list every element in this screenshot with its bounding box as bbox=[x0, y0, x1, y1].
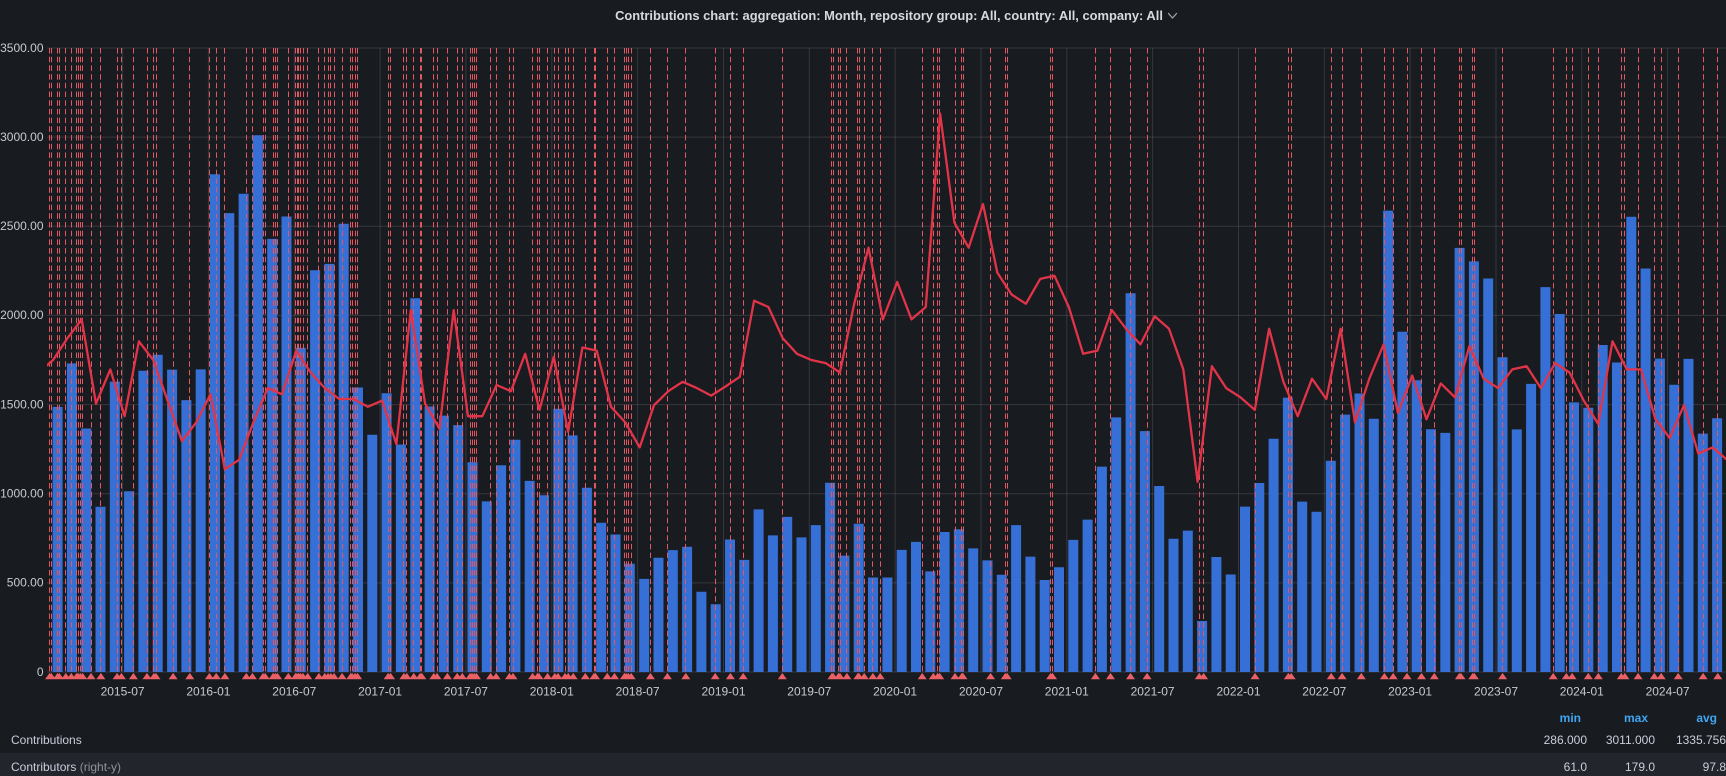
svg-text:2024-01: 2024-01 bbox=[1560, 685, 1604, 699]
svg-text:2016-01: 2016-01 bbox=[186, 685, 230, 699]
svg-text:500.00: 500.00 bbox=[7, 576, 44, 590]
svg-text:2017-01: 2017-01 bbox=[358, 685, 402, 699]
svg-text:max: max bbox=[1624, 711, 1648, 725]
svg-text:1335.756: 1335.756 bbox=[1676, 733, 1726, 747]
svg-text:2015-07: 2015-07 bbox=[101, 685, 145, 699]
svg-text:3500.00: 3500.00 bbox=[0, 41, 44, 55]
svg-text:min: min bbox=[1560, 711, 1581, 725]
svg-text:2023-01: 2023-01 bbox=[1388, 685, 1432, 699]
svg-text:97.8: 97.8 bbox=[1703, 760, 1726, 774]
svg-text:2019-07: 2019-07 bbox=[787, 685, 831, 699]
svg-text:2000.00: 2000.00 bbox=[0, 308, 44, 322]
svg-text:2023-07: 2023-07 bbox=[1474, 685, 1518, 699]
svg-text:avg: avg bbox=[1696, 711, 1717, 725]
svg-text:Contributors (right-y): Contributors (right-y) bbox=[11, 760, 121, 774]
svg-text:2500.00: 2500.00 bbox=[0, 219, 44, 233]
svg-text:2017-07: 2017-07 bbox=[444, 685, 488, 699]
svg-text:0: 0 bbox=[37, 665, 44, 679]
svg-text:2021-07: 2021-07 bbox=[1131, 685, 1175, 699]
svg-text:2019-01: 2019-01 bbox=[701, 685, 745, 699]
svg-text:2016-07: 2016-07 bbox=[272, 685, 316, 699]
svg-text:Contributions: Contributions bbox=[11, 733, 82, 747]
svg-text:1500.00: 1500.00 bbox=[0, 397, 44, 411]
svg-text:2021-01: 2021-01 bbox=[1045, 685, 1089, 699]
svg-text:2024-07: 2024-07 bbox=[1646, 685, 1690, 699]
svg-text:2020-01: 2020-01 bbox=[873, 685, 917, 699]
svg-text:2022-01: 2022-01 bbox=[1216, 685, 1260, 699]
svg-text:2018-07: 2018-07 bbox=[616, 685, 660, 699]
svg-text:3000.00: 3000.00 bbox=[0, 130, 44, 144]
svg-text:286.000: 286.000 bbox=[1544, 733, 1588, 747]
svg-text:3011.000: 3011.000 bbox=[1606, 733, 1655, 747]
svg-text:179.0: 179.0 bbox=[1625, 760, 1655, 774]
svg-text:2020-07: 2020-07 bbox=[959, 685, 1003, 699]
svg-text:2022-07: 2022-07 bbox=[1302, 685, 1346, 699]
svg-text:61.0: 61.0 bbox=[1564, 760, 1588, 774]
svg-text:2018-01: 2018-01 bbox=[530, 685, 574, 699]
svg-text:Contributions chart: aggregati: Contributions chart: aggregation: Month,… bbox=[615, 8, 1163, 23]
svg-text:1000.00: 1000.00 bbox=[0, 487, 44, 501]
